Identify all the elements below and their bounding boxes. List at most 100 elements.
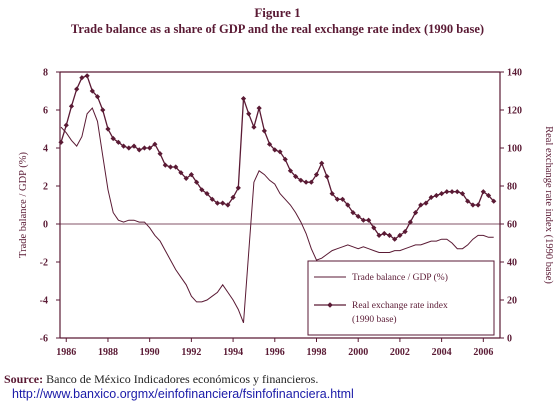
legend-rer-marker xyxy=(327,302,333,308)
rer-point xyxy=(89,88,95,94)
chart-title: Trade balance as a share of GDP and the … xyxy=(70,22,485,36)
rer-point xyxy=(350,210,356,216)
rer-point xyxy=(100,107,106,113)
rer-point xyxy=(397,232,403,238)
x-tick-label: 1994 xyxy=(223,347,243,358)
rer-point xyxy=(94,94,101,100)
left-tick-label: 4 xyxy=(43,144,48,155)
rer-point xyxy=(188,172,194,178)
x-tick-label: 2004 xyxy=(432,347,452,358)
x-tick-label: 2006 xyxy=(473,347,493,358)
rer-point xyxy=(319,160,325,166)
rer-point xyxy=(157,151,163,157)
legend-trade-label: Trade balance / GDP (%) xyxy=(352,272,448,283)
right-tick-label: 100 xyxy=(507,144,522,155)
rer-point xyxy=(418,202,424,208)
rer-point xyxy=(115,139,121,145)
x-tick-label: 1992 xyxy=(181,347,201,358)
left-tick-label: 2 xyxy=(43,182,48,193)
rer-point xyxy=(282,156,288,162)
chart-legend: Trade balance / GDP (%) Real exchange rat… xyxy=(307,260,495,336)
right-tick-label: 60 xyxy=(507,220,517,231)
legend-rer-label-2: (1990 base) xyxy=(352,314,397,325)
rer-point xyxy=(209,196,215,202)
rer-point xyxy=(126,145,132,151)
rer-point xyxy=(480,189,486,195)
x-tick-label: 1988 xyxy=(98,347,118,358)
left-tick-label: 0 xyxy=(43,220,48,231)
rer-point xyxy=(454,189,460,195)
left-tick-label: 6 xyxy=(43,106,48,117)
rer-point xyxy=(360,217,367,223)
rer-point xyxy=(376,232,382,238)
rer-point xyxy=(465,198,471,204)
rer-point xyxy=(308,179,314,185)
rer-point xyxy=(131,143,137,149)
right-tick-label: 40 xyxy=(507,258,517,269)
rer-point xyxy=(79,75,85,81)
right-tick-label: 80 xyxy=(507,182,517,193)
rer-point xyxy=(475,202,481,208)
series-trade-balance xyxy=(60,107,494,323)
right-tick-label: 0 xyxy=(507,334,512,345)
rer-point xyxy=(167,164,174,170)
rer-point xyxy=(74,86,80,92)
source-label: Source: xyxy=(4,372,44,386)
rer-point xyxy=(313,172,320,178)
x-tick-label: 1990 xyxy=(140,347,160,358)
rer-point xyxy=(63,122,69,128)
left-tick-label: -4 xyxy=(40,296,48,307)
rer-point xyxy=(272,147,278,153)
rer-point xyxy=(433,192,439,199)
legend-rer-label: Real exchange rate index xyxy=(352,301,448,311)
figure-label: Figure 1 xyxy=(254,5,301,20)
left-tick-label: 8 xyxy=(43,68,48,79)
rer-point xyxy=(105,126,111,132)
rer-point xyxy=(371,225,377,231)
left-tick-label: -2 xyxy=(40,258,48,269)
rer-point xyxy=(459,191,466,197)
source-url[interactable]: http://www.banxico.orgmx/einfofinanciera… xyxy=(12,387,354,401)
rer-point xyxy=(407,219,413,225)
rer-point xyxy=(303,179,309,185)
rer-point xyxy=(423,200,429,206)
rer-point xyxy=(68,103,75,109)
rer-point xyxy=(261,128,267,134)
rer-point xyxy=(470,202,476,208)
rer-point xyxy=(235,185,241,191)
rer-point xyxy=(392,236,398,242)
x-tick-label: 1998 xyxy=(306,347,326,358)
x-tick-label: 2002 xyxy=(390,347,410,358)
rer-point xyxy=(162,162,168,168)
rer-point xyxy=(84,73,90,79)
rer-point xyxy=(287,168,294,174)
rer-point xyxy=(428,194,434,200)
rer-point xyxy=(246,111,252,117)
rer-point xyxy=(293,173,299,180)
rer-point xyxy=(345,202,351,208)
rer-line xyxy=(60,74,495,241)
rer-point xyxy=(402,229,408,235)
series-real-exchange-rate xyxy=(58,73,497,242)
left-axis-title: Trade balance / GDP (%) xyxy=(18,152,29,258)
rer-point xyxy=(449,189,455,195)
rer-point xyxy=(439,191,445,197)
rer-point xyxy=(121,143,127,149)
rer-point xyxy=(240,96,247,102)
rer-point xyxy=(136,147,142,153)
rer-point xyxy=(141,145,148,151)
rer-point xyxy=(266,141,273,147)
rer-point xyxy=(277,149,283,155)
left-tick-label: -6 xyxy=(40,334,48,345)
rer-point xyxy=(110,135,116,142)
rer-point xyxy=(214,200,221,206)
rer-point xyxy=(298,177,304,183)
right-tick-label: 140 xyxy=(507,68,522,79)
rer-point xyxy=(173,164,179,170)
rer-point xyxy=(324,173,330,180)
right-axis-title: Real exchange rate index (1990 base) xyxy=(543,126,554,284)
rer-point xyxy=(199,187,205,193)
legend-box xyxy=(307,260,495,336)
